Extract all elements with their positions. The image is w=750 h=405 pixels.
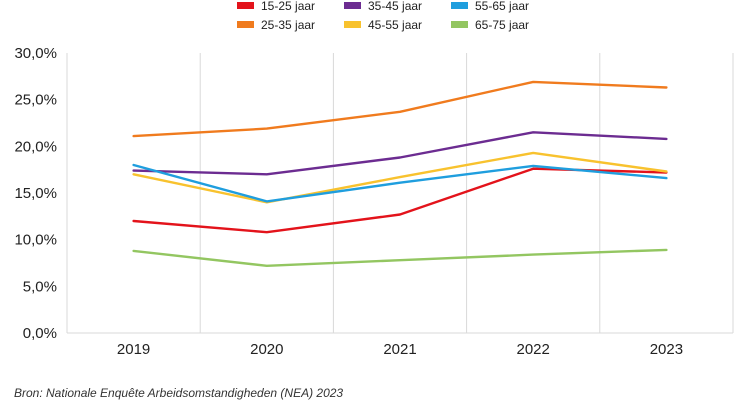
source-note: Bron: Nationale Enquête Arbeidsomstandig… bbox=[14, 386, 344, 400]
y-tick-label: 15,0% bbox=[14, 185, 57, 202]
x-tick-label: 2021 bbox=[383, 341, 416, 358]
x-tick-label: 2023 bbox=[650, 341, 683, 358]
legend-label: 15-25 jaar bbox=[261, 0, 315, 13]
series-line-65-75-jaar bbox=[132, 248, 668, 267]
legend-label: 45-55 jaar bbox=[368, 18, 422, 32]
legend-swatch bbox=[344, 21, 361, 28]
x-tick-label: 2019 bbox=[117, 341, 150, 358]
legend-label: 55-65 jaar bbox=[475, 0, 529, 13]
y-axis: 0,0% 5,0% 10,0% 15,0% 20,0% 25,0% 30,0% bbox=[14, 45, 57, 342]
x-tick-label: 2022 bbox=[517, 341, 550, 358]
grid bbox=[66, 53, 734, 334]
legend-swatch bbox=[451, 2, 468, 9]
legend-swatch bbox=[237, 2, 254, 9]
y-tick-label: 30,0% bbox=[14, 45, 57, 62]
y-tick-label: 20,0% bbox=[14, 138, 57, 155]
legend-swatch bbox=[237, 21, 254, 28]
series-line-45-55-jaar bbox=[132, 151, 668, 204]
y-tick-label: 5,0% bbox=[23, 278, 57, 295]
y-tick-label: 10,0% bbox=[14, 232, 57, 249]
legend: 15-25 jaar 25-35 jaar 35-45 jaar 45-55 jaar… bbox=[237, 0, 529, 32]
series-line-25-35-jaar bbox=[132, 80, 668, 138]
series-lines bbox=[132, 80, 668, 267]
y-tick-label: 0,0% bbox=[23, 325, 57, 342]
y-tick-label: 25,0% bbox=[14, 92, 57, 109]
x-axis: 2019 2020 2021 2022 2023 bbox=[117, 341, 683, 358]
legend-label: 25-35 jaar bbox=[261, 18, 315, 32]
series-line-55-65-jaar bbox=[132, 163, 668, 203]
legend-label: 35-45 jaar bbox=[368, 0, 422, 13]
series-line-35-45-jaar bbox=[132, 131, 668, 176]
legend-label: 65-75 jaar bbox=[475, 18, 529, 32]
legend-swatch bbox=[344, 2, 361, 9]
x-tick-label: 2020 bbox=[250, 341, 283, 358]
legend-swatch bbox=[451, 21, 468, 28]
